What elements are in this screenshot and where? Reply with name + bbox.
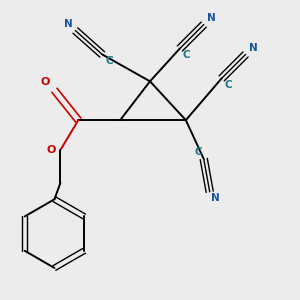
Text: N: N (64, 19, 72, 29)
Text: O: O (40, 77, 50, 87)
Text: N: N (211, 193, 220, 203)
Text: C: C (105, 56, 113, 66)
Text: N: N (248, 43, 257, 53)
Text: C: C (183, 50, 190, 60)
Text: C: C (195, 148, 202, 158)
Text: N: N (207, 13, 215, 23)
Text: C: C (225, 80, 232, 90)
Text: O: O (46, 145, 56, 155)
